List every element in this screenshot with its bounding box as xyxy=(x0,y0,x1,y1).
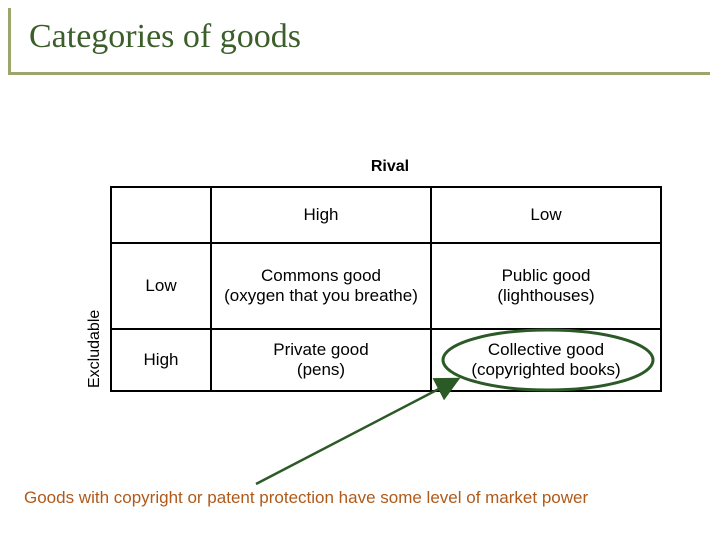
row-label-low: Low xyxy=(111,243,211,329)
col-header-high: High xyxy=(211,187,431,243)
pointer-arrow xyxy=(256,380,456,484)
axis-label-left: Excludable xyxy=(86,310,104,388)
cell-collective-good: Collective good(copyrighted books) xyxy=(431,329,661,391)
axis-label-top: Rival xyxy=(110,158,670,176)
table-row: High Private good(pens) Collective good(… xyxy=(111,329,661,391)
corner-cell xyxy=(111,187,211,243)
table-header-row: High Low xyxy=(111,187,661,243)
title-underline-box: Categories of goods xyxy=(8,8,710,75)
col-header-low: Low xyxy=(431,187,661,243)
cell-public-good: Public good(lighthouses) xyxy=(431,243,661,329)
goods-table: High Low Low Commons good(oxygen that yo… xyxy=(110,186,662,392)
row-label-high: High xyxy=(111,329,211,391)
cell-private-good: Private good(pens) xyxy=(211,329,431,391)
cell-commons-good: Commons good(oxygen that you breathe) xyxy=(211,243,431,329)
table-row: Low Commons good(oxygen that you breathe… xyxy=(111,243,661,329)
caption-text: Goods with copyright or patent protectio… xyxy=(24,488,588,508)
page-title: Categories of goods xyxy=(11,8,710,72)
